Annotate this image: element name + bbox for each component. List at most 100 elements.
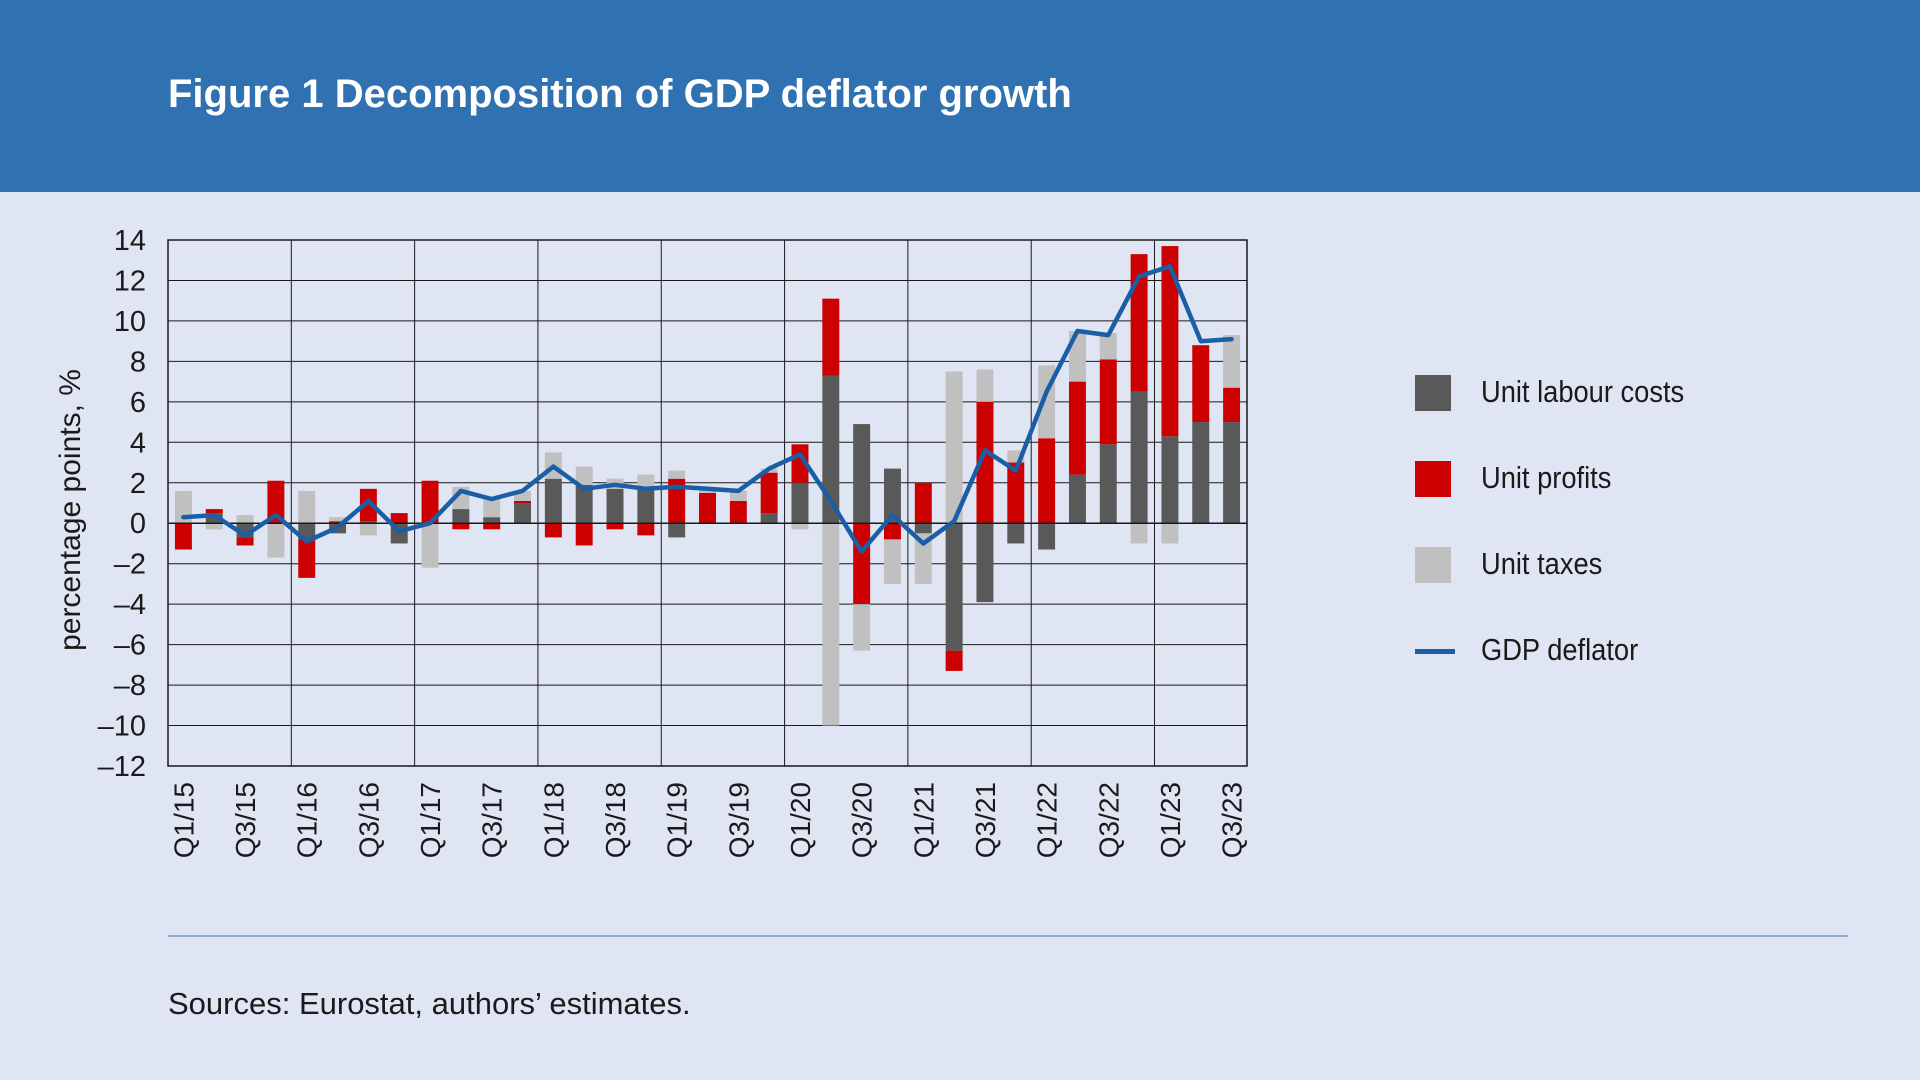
x-tick-label: Q3/17	[477, 782, 508, 858]
bar-unit-labour-costs	[945, 523, 963, 651]
y-tick-label: 0	[130, 508, 146, 540]
bar-unit-profits	[976, 401, 994, 524]
bar-unit-taxes	[1223, 335, 1241, 388]
bar-unit-taxes	[729, 490, 747, 501]
bar-unit-profits	[298, 539, 316, 578]
bar-unit-profits	[699, 492, 716, 524]
y-tick-label: –2	[114, 549, 146, 581]
bar-unit-labour-costs	[853, 424, 871, 524]
legend-item-gdp-deflator: GDP deflator	[1415, 630, 1835, 670]
y-axis-label: percentage points, %	[54, 369, 87, 651]
bar-unit-profits	[483, 523, 501, 530]
x-tick-label: Q1/21	[908, 782, 939, 858]
bar-unit-profits	[205, 509, 223, 514]
y-tick-label: 2	[130, 468, 146, 500]
legend-item-unit-labour-costs: Unit labour costs	[1415, 372, 1835, 412]
legend-swatch-unit-taxes	[1415, 547, 1451, 583]
bar-unit-profits	[1038, 438, 1056, 524]
header-banner: Figure 1 Decomposition of GDP deflator g…	[0, 0, 1920, 192]
bar-unit-labour-costs	[1130, 391, 1148, 524]
bar-unit-profits	[174, 523, 192, 550]
bar-unit-profits	[1223, 387, 1241, 423]
bar-unit-labour-costs	[205, 513, 223, 524]
bar-unit-taxes	[1099, 333, 1117, 360]
bar-unit-taxes	[205, 523, 223, 530]
bar-unit-labour-costs	[760, 513, 778, 524]
bar-unit-profits	[606, 523, 624, 530]
x-tick-label: Q3/23	[1217, 782, 1248, 858]
y-tick-label: –10	[98, 711, 146, 743]
y-tick-label: –4	[114, 589, 146, 621]
divider	[168, 935, 1848, 937]
bar-unit-taxes	[791, 523, 809, 530]
legend-label-unit-labour-costs: Unit labour costs	[1481, 374, 1685, 409]
bar-unit-profits	[1161, 246, 1179, 437]
bar-unit-labour-costs	[514, 503, 532, 524]
bar-unit-profits	[1099, 359, 1117, 445]
chart: percentage points, % 14 12 10 8 6 4 2 0 –2 –4 –6 –8…	[54, 225, 1248, 858]
x-tick-label: Q3/20	[847, 782, 878, 858]
bar-unit-taxes	[976, 369, 994, 402]
bar-unit-labour-costs	[1192, 422, 1210, 524]
bar-unit-labour-costs	[483, 517, 501, 524]
bar-unit-labour-costs	[452, 509, 470, 524]
x-tick-label: Q1/15	[168, 782, 199, 858]
bar-unit-profits	[1068, 381, 1086, 475]
bar-unit-taxes	[945, 371, 963, 524]
y-tick-label: 10	[114, 306, 146, 338]
bar-unit-profits	[236, 537, 254, 546]
x-tick-label: Q1/20	[785, 782, 816, 858]
x-tick-label: Q3/22	[1093, 782, 1124, 858]
bar-unit-profits	[1192, 345, 1210, 423]
legend-item-unit-taxes: Unit taxes	[1415, 544, 1835, 584]
bar-unit-labour-costs	[914, 523, 932, 534]
bar-unit-profits	[822, 298, 840, 376]
bar-unit-taxes	[267, 523, 285, 558]
bar-unit-taxes	[637, 474, 655, 487]
bar-unit-profits	[544, 523, 562, 538]
y-tick-label: –8	[114, 670, 146, 702]
bar-unit-taxes	[1161, 523, 1179, 544]
bar-unit-taxes	[883, 539, 901, 584]
y-tick-label: 8	[130, 346, 146, 378]
bar-unit-profits	[575, 523, 593, 546]
bar-unit-profits	[421, 480, 439, 524]
bar-unit-taxes	[329, 517, 347, 522]
bar-unit-profits	[760, 472, 778, 514]
bar-unit-profits	[853, 523, 871, 605]
x-tick-label: Q1/18	[538, 782, 569, 858]
legend-label-unit-profits: Unit profits	[1481, 460, 1612, 495]
bar-unit-profits	[729, 500, 747, 524]
x-tick-label: Q1/17	[415, 782, 446, 858]
bar-unit-profits	[514, 500, 532, 503]
bar-unit-taxes	[359, 523, 377, 536]
x-tick-label: Q3/18	[600, 782, 631, 858]
bar-unit-profits	[452, 523, 470, 530]
x-tick-label: Q3/16	[353, 782, 384, 858]
bar-unit-profits	[914, 482, 932, 524]
source-note: Sources: Eurostat, authors’ estimates.	[168, 986, 691, 1021]
x-tick-label: Q3/19	[723, 782, 754, 858]
bar-unit-profits	[1007, 462, 1025, 524]
bar-unit-profits	[945, 650, 963, 671]
x-tick-label: Q3/21	[970, 782, 1001, 858]
y-tick-label: –12	[98, 751, 146, 783]
x-tick-label: Q1/22	[1032, 782, 1063, 858]
x-tick-label: Q3/15	[230, 782, 261, 858]
page-title: Figure 1 Decomposition of GDP deflator g…	[168, 72, 1072, 116]
bar-unit-labour-costs	[544, 478, 562, 524]
bar-unit-labour-costs	[1038, 523, 1056, 550]
bar-unit-taxes	[575, 466, 593, 485]
line-gdp-deflator	[181, 264, 1234, 554]
bar-unit-profits	[329, 521, 347, 524]
y-tick-label: –6	[114, 630, 146, 662]
bar-unit-labour-costs	[606, 488, 624, 524]
bar-unit-labour-costs	[359, 521, 377, 524]
x-tick-label: Q1/16	[292, 782, 323, 858]
bar-unit-taxes	[914, 533, 932, 584]
y-tick-label: 14	[114, 225, 146, 257]
bar-unit-labour-costs	[637, 486, 655, 524]
bar-unit-labour-costs	[1068, 474, 1086, 524]
bar-unit-profits	[668, 478, 686, 524]
bar-unit-labour-costs	[1099, 444, 1117, 524]
